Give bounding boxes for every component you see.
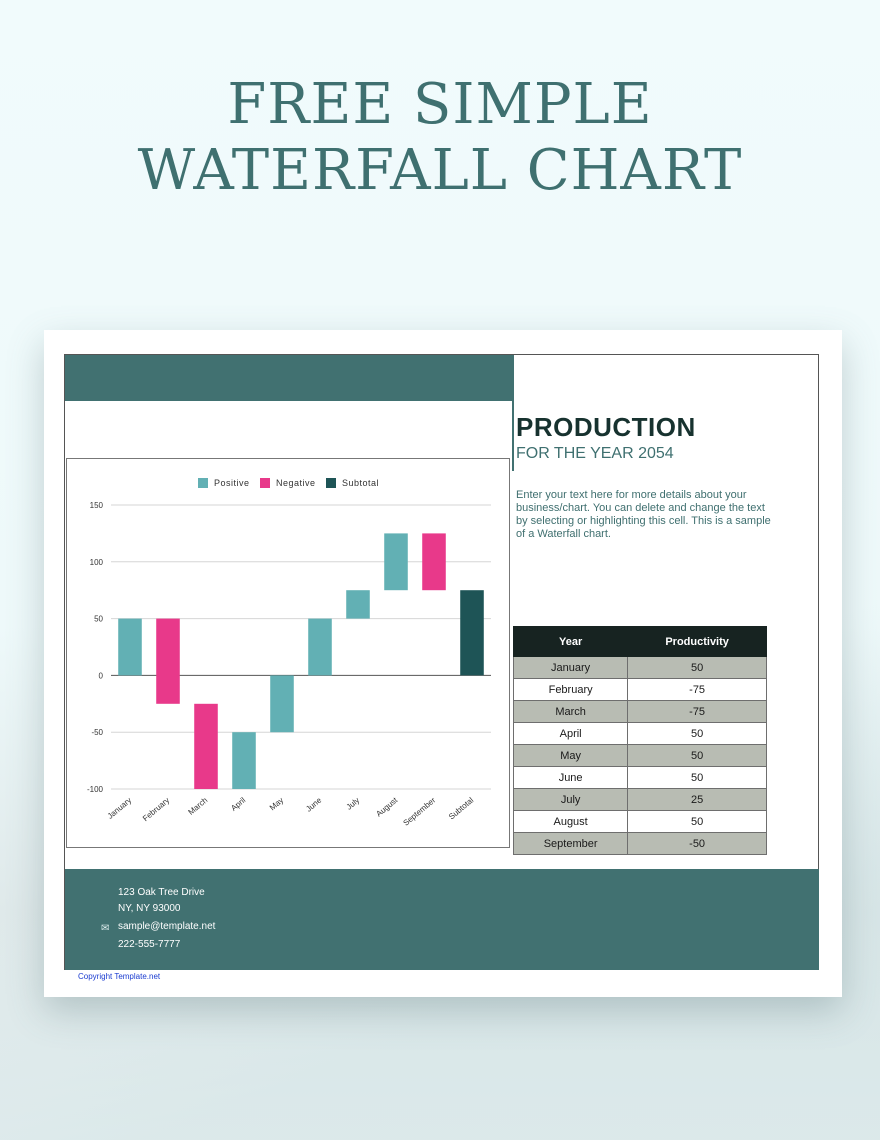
- table-row: May 50: [512, 744, 767, 767]
- x-tick-label: March: [186, 796, 209, 817]
- table-row: February -75: [512, 678, 767, 701]
- legend-label-positive: Positive: [214, 478, 250, 488]
- table-header-year: Year: [512, 626, 629, 657]
- table-row: April 50: [512, 722, 767, 745]
- y-tick-label: -100: [87, 785, 104, 794]
- table-header-productivity: Productivity: [627, 626, 767, 657]
- y-tick-label: 0: [99, 671, 104, 680]
- production-subtitle: FOR THE YEAR 2054: [516, 445, 674, 462]
- table-cell-productivity[interactable]: 50: [627, 722, 767, 745]
- page-title-line-2: WATERFALL CHART: [137, 138, 743, 203]
- bar-january: [118, 618, 142, 676]
- table-row: June 50: [512, 766, 767, 789]
- x-tick-label: Subtotal: [447, 795, 475, 821]
- legend-swatch-positive: [198, 478, 208, 488]
- copyright-link[interactable]: Copyright Template.net: [78, 972, 161, 981]
- legend-swatch-negative: [260, 478, 270, 488]
- table-cell-year[interactable]: May: [512, 744, 629, 767]
- footer-email[interactable]: sample@template.net: [118, 921, 216, 932]
- table-cell-productivity[interactable]: -75: [627, 700, 767, 723]
- production-title: PRODUCTION: [516, 412, 696, 442]
- table-cell-year[interactable]: April: [512, 722, 629, 745]
- footer-band: [65, 869, 819, 970]
- production-description: Enter your text here for more details ab…: [516, 489, 771, 540]
- page-title-line-1: FREE SIMPLE: [227, 72, 653, 137]
- bar-march: [194, 703, 218, 789]
- x-tick-label: May: [268, 796, 285, 813]
- table-cell-year[interactable]: September: [512, 832, 629, 855]
- y-tick-label: 100: [90, 558, 104, 567]
- table-cell-productivity[interactable]: 50: [627, 656, 767, 679]
- header-band: [65, 355, 513, 401]
- table-cell-year[interactable]: January: [512, 656, 629, 679]
- y-tick-label: -50: [91, 728, 103, 737]
- waterfall-chart: 150 100 50 0 -50 -100 January February March Apri…: [66, 458, 510, 848]
- bar-may: [270, 675, 294, 733]
- table-header-row: Year Productivity: [512, 626, 767, 657]
- bar-february: [156, 618, 180, 704]
- table-cell-productivity[interactable]: -75: [627, 678, 767, 701]
- table-row: September -50: [512, 832, 767, 855]
- footer-phone: 222-555-7777: [118, 939, 181, 950]
- table-row: January 50: [512, 656, 767, 679]
- table-cell-year[interactable]: August: [512, 810, 629, 833]
- page-title: FREE SIMPLE WATERFALL CHART: [0, 72, 880, 204]
- legend-label-negative: Negative: [276, 478, 316, 488]
- table-row: August 50: [512, 810, 767, 833]
- x-tick-label: April: [229, 796, 247, 813]
- table-cell-year[interactable]: June: [512, 766, 629, 789]
- y-tick-label: 50: [94, 615, 103, 624]
- footer-address-line-2: NY, NY 93000: [118, 903, 181, 914]
- table-cell-productivity[interactable]: 50: [627, 744, 767, 767]
- x-tick-label: September: [402, 795, 438, 827]
- x-tick-label: August: [374, 795, 399, 818]
- y-tick-label: 150: [90, 501, 104, 510]
- bar-june: [308, 618, 332, 676]
- bar-august: [384, 533, 408, 591]
- mail-icon: ✉: [101, 923, 110, 934]
- x-tick-label: June: [304, 795, 323, 813]
- x-tick-label: January: [106, 796, 134, 821]
- header-divider: [512, 355, 514, 471]
- bar-april: [232, 732, 256, 789]
- legend-swatch-subtotal: [326, 478, 336, 488]
- table-cell-year[interactable]: March: [512, 700, 629, 723]
- bar-september: [422, 533, 446, 591]
- table-cell-year[interactable]: February: [512, 678, 629, 701]
- bar-july: [346, 590, 370, 619]
- table-cell-productivity[interactable]: 25: [627, 788, 767, 811]
- table-cell-year[interactable]: July: [512, 788, 629, 811]
- table-cell-productivity[interactable]: 50: [627, 810, 767, 833]
- table-row: July 25: [512, 788, 767, 811]
- table-row: March -75: [512, 700, 767, 723]
- legend-label-subtotal: Subtotal: [342, 478, 379, 488]
- bar-subtotal: [460, 590, 484, 676]
- footer-address-line-1: 123 Oak Tree Drive: [118, 887, 205, 898]
- x-tick-label: July: [345, 796, 362, 812]
- table-cell-productivity[interactable]: 50: [627, 766, 767, 789]
- x-tick-label: February: [141, 796, 171, 823]
- table-cell-productivity[interactable]: -50: [627, 832, 767, 855]
- productivity-table: Year Productivity January 50 February -7…: [512, 626, 767, 855]
